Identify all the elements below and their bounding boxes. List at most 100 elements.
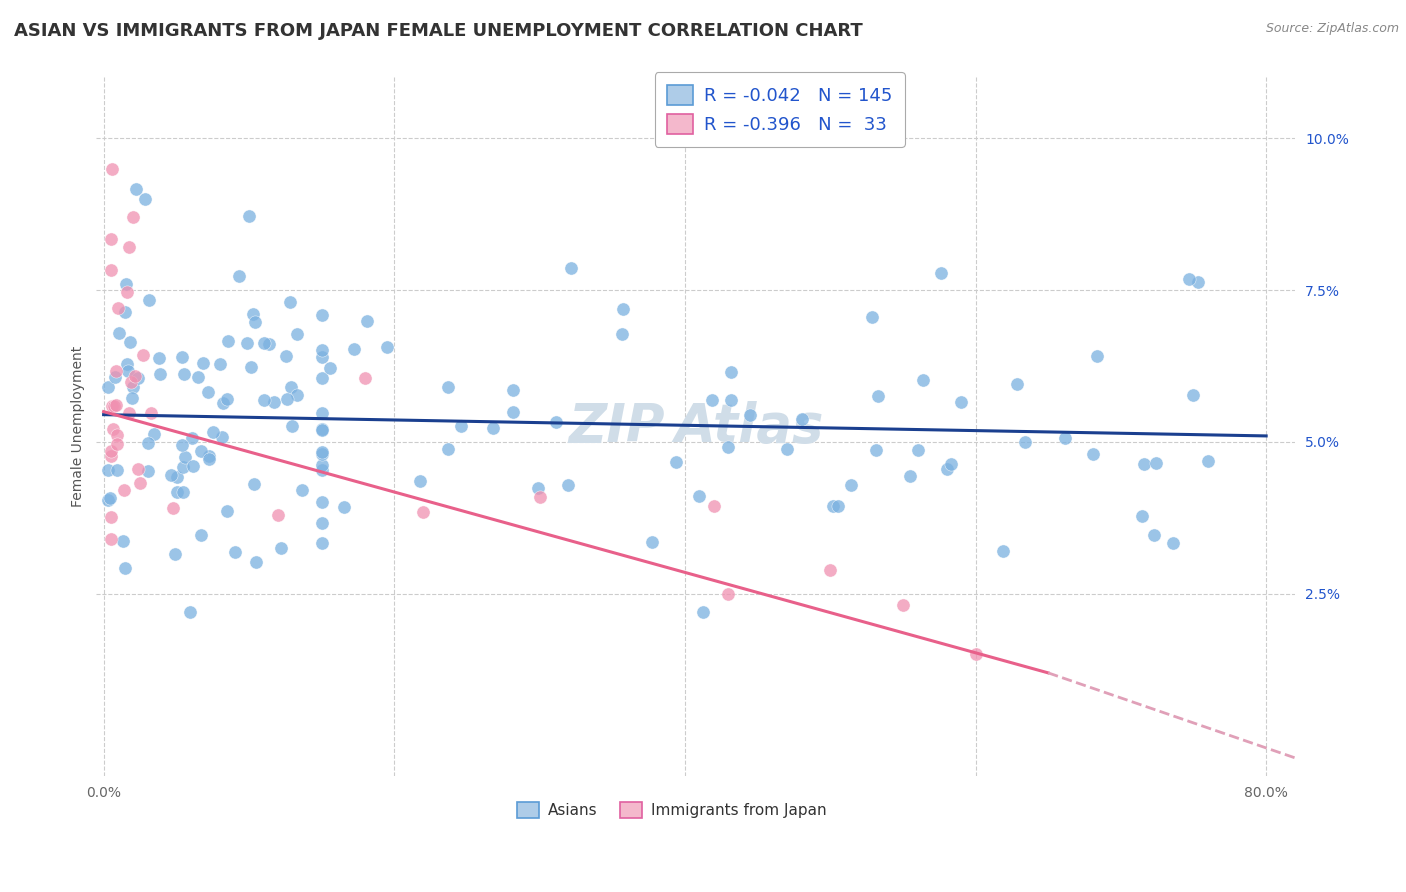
Point (436, 442, 458, 456)
Point (311, 371, 333, 385)
Point (122, 380, 145, 394)
Point (138, 293, 160, 307)
Y-axis label: Female Unemployment: Female Unemployment (72, 346, 86, 508)
Point (124, 368, 146, 383)
Point (166, 484, 188, 499)
Point (100, 444, 122, 458)
Point (311, 516, 333, 530)
Point (311, 536, 333, 550)
Point (100, 510, 122, 524)
Point (950, 394, 973, 409)
Point (891, 598, 914, 612)
Point (108, 326, 131, 340)
Text: ZIP Atlas: ZIP Atlas (568, 401, 824, 453)
Point (720, 392, 742, 407)
Point (172, 484, 194, 499)
Point (354, 371, 377, 385)
Point (190, 444, 212, 458)
Point (1133, 457, 1156, 471)
Point (827, 499, 849, 513)
Point (1087, 349, 1109, 363)
Point (1187, 275, 1209, 289)
Point (212, 396, 235, 410)
Point (190, 527, 212, 541)
Point (115, 277, 138, 292)
Point (117, 364, 139, 378)
Point (198, 452, 221, 467)
Point (114, 483, 136, 497)
Point (311, 495, 333, 509)
Point (612, 301, 634, 316)
Point (991, 544, 1014, 558)
Point (738, 408, 761, 422)
Point (311, 423, 333, 437)
Point (941, 457, 963, 471)
Point (127, 462, 149, 476)
Point (238, 209, 260, 223)
Legend: Asians, Immigrants from Japan: Asians, Immigrants from Japan (510, 796, 832, 824)
Point (375, 340, 398, 354)
Point (243, 477, 266, 491)
Point (1005, 376, 1028, 391)
Point (253, 335, 276, 350)
Point (162, 500, 184, 515)
Point (311, 343, 333, 357)
Point (898, 468, 921, 483)
Point (198, 449, 221, 463)
Point (1181, 388, 1204, 402)
Point (148, 351, 170, 365)
Point (263, 394, 285, 409)
Point (311, 458, 333, 472)
Point (136, 464, 159, 478)
Point (526, 481, 548, 495)
Point (118, 240, 141, 254)
Point (98, 491, 121, 505)
Point (610, 326, 633, 341)
Point (641, 535, 664, 549)
Point (717, 440, 740, 454)
Point (187, 370, 209, 384)
Point (100, 263, 122, 277)
Point (1144, 456, 1167, 470)
Text: Source: ZipAtlas.com: Source: ZipAtlas.com (1265, 22, 1399, 36)
Point (103, 399, 125, 413)
Point (104, 398, 127, 412)
Point (818, 564, 841, 578)
Point (253, 392, 276, 407)
Point (105, 364, 128, 378)
Point (546, 415, 568, 429)
Point (215, 392, 238, 406)
Point (860, 310, 883, 324)
Point (333, 500, 356, 515)
Point (529, 490, 551, 504)
Point (1081, 447, 1104, 461)
Point (100, 450, 122, 464)
Point (482, 420, 505, 434)
Point (101, 422, 124, 436)
Point (129, 475, 152, 490)
Point (100, 532, 122, 546)
Point (319, 361, 342, 376)
Point (409, 474, 432, 488)
Point (105, 462, 128, 476)
Point (181, 458, 204, 473)
Point (1161, 536, 1184, 550)
Point (720, 366, 742, 380)
Point (160, 468, 183, 483)
Point (280, 295, 302, 310)
Point (134, 192, 156, 206)
Point (703, 499, 725, 513)
Point (285, 388, 308, 402)
Point (1053, 431, 1076, 445)
Point (692, 605, 714, 619)
Point (118, 406, 141, 420)
Point (911, 373, 934, 387)
Point (215, 503, 238, 517)
Point (101, 161, 124, 176)
Point (274, 349, 297, 363)
Point (236, 336, 259, 351)
Point (280, 419, 302, 434)
Point (311, 406, 333, 420)
Point (311, 308, 333, 322)
Point (149, 368, 172, 382)
